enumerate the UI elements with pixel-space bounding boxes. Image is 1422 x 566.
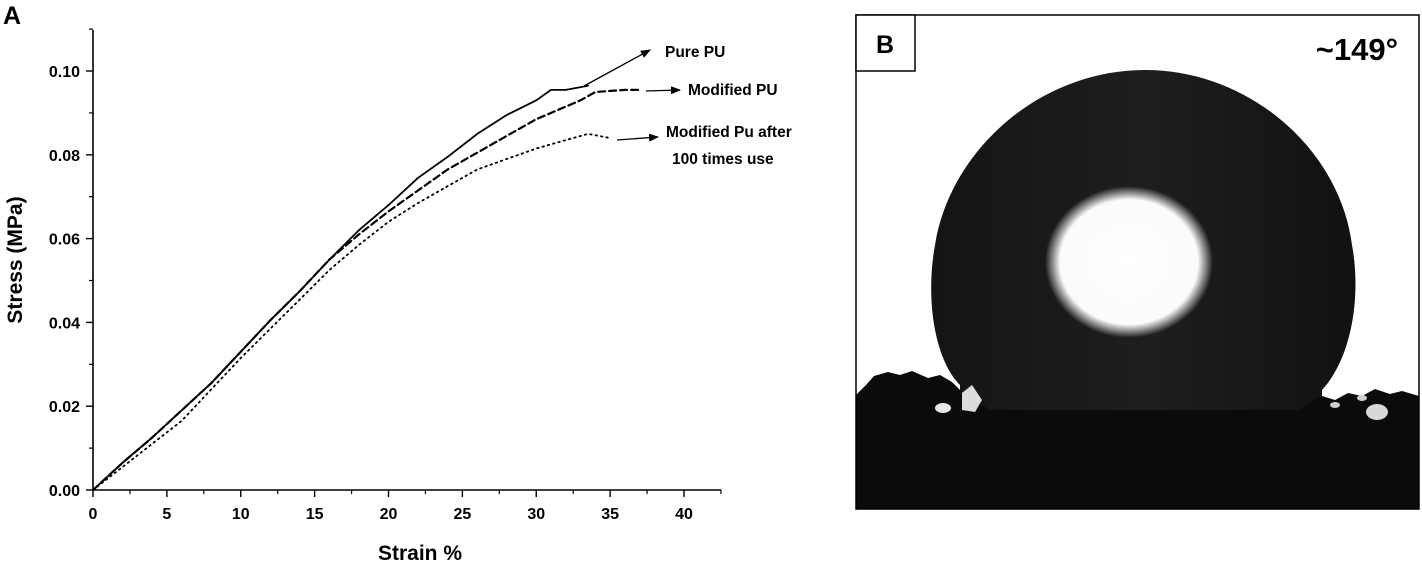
series-line-modified-pu: [91, 88, 641, 492]
annotation-layer: Pure PU Modified PU Modified Pu after 10…: [583, 44, 792, 168]
x-tick-label: 10: [232, 506, 250, 523]
x-tick-label: 40: [675, 506, 693, 523]
surface-gap: [935, 403, 951, 413]
x-tick-label: 35: [601, 506, 619, 523]
panel-b-photo: B ~149°: [855, 14, 1420, 510]
annotation-arrow-modified-pu-used: [616, 133, 659, 142]
panel-a-label: A: [3, 2, 21, 30]
y-tick-label: 0.06: [49, 232, 80, 249]
series-layer: [91, 84, 641, 492]
panel-b-label-box: [855, 14, 916, 72]
annotation-arrow-pure-pu: [583, 49, 651, 87]
droplet-photo: [856, 15, 1419, 509]
x-tick-label: 30: [527, 506, 545, 523]
annotation-label-modified-pu-used-line2: 100 times use: [672, 151, 774, 168]
series-line-pure-pu: [92, 84, 589, 491]
x-tick-label: 0: [89, 506, 98, 523]
y-tick-label: 0.04: [49, 315, 80, 332]
annotation-label-modified-pu-used-line1: Modified Pu after: [666, 124, 792, 141]
annotation-arrow-modified-pu: [645, 86, 681, 95]
droplet-reflection: [1045, 186, 1213, 338]
x-tick-label: 5: [162, 506, 171, 523]
surface-gap: [1330, 402, 1340, 408]
y-axis-title: Stress (MPa): [4, 196, 27, 323]
series-line-modified-pu-used: [92, 132, 611, 491]
chart-axes: 0.00 0.02 0.04 0.06 0.08 0.10 0 5 10 15 20 25 30 35 4…: [49, 28, 722, 523]
photo-frame: [855, 14, 1420, 510]
surface-gap: [962, 385, 982, 412]
surface-gap: [1357, 395, 1367, 401]
y-tick-label: 0.08: [49, 148, 80, 165]
x-tick-label: 15: [306, 506, 324, 523]
annotation-label-modified-pu: Modified PU: [688, 82, 778, 99]
y-tick-label: 0.10: [49, 64, 80, 81]
surface-gap: [1366, 404, 1388, 420]
x-tick-label: 25: [453, 506, 471, 523]
y-ticks: 0.00 0.02 0.04 0.06 0.08 0.10: [49, 28, 93, 500]
y-tick-label: 0.00: [49, 483, 80, 500]
annotation-label-pure-pu: Pure PU: [665, 44, 725, 61]
x-tick-label: 20: [380, 506, 398, 523]
panel-b-label: B: [876, 31, 894, 59]
rough-surface: [856, 371, 1419, 509]
x-axis-title: Strain %: [378, 542, 462, 565]
contact-angle-label: ~149°: [1316, 32, 1398, 67]
panel-a-chart: A 0.00 0.02 0.04 0.06 0.08 0.10 0 5 10 15 20 25 30 3…: [3, 2, 792, 565]
y-tick-label: 0.02: [49, 399, 80, 416]
x-ticks: 0 5 10 15 20 25 30 35 40: [89, 490, 722, 523]
